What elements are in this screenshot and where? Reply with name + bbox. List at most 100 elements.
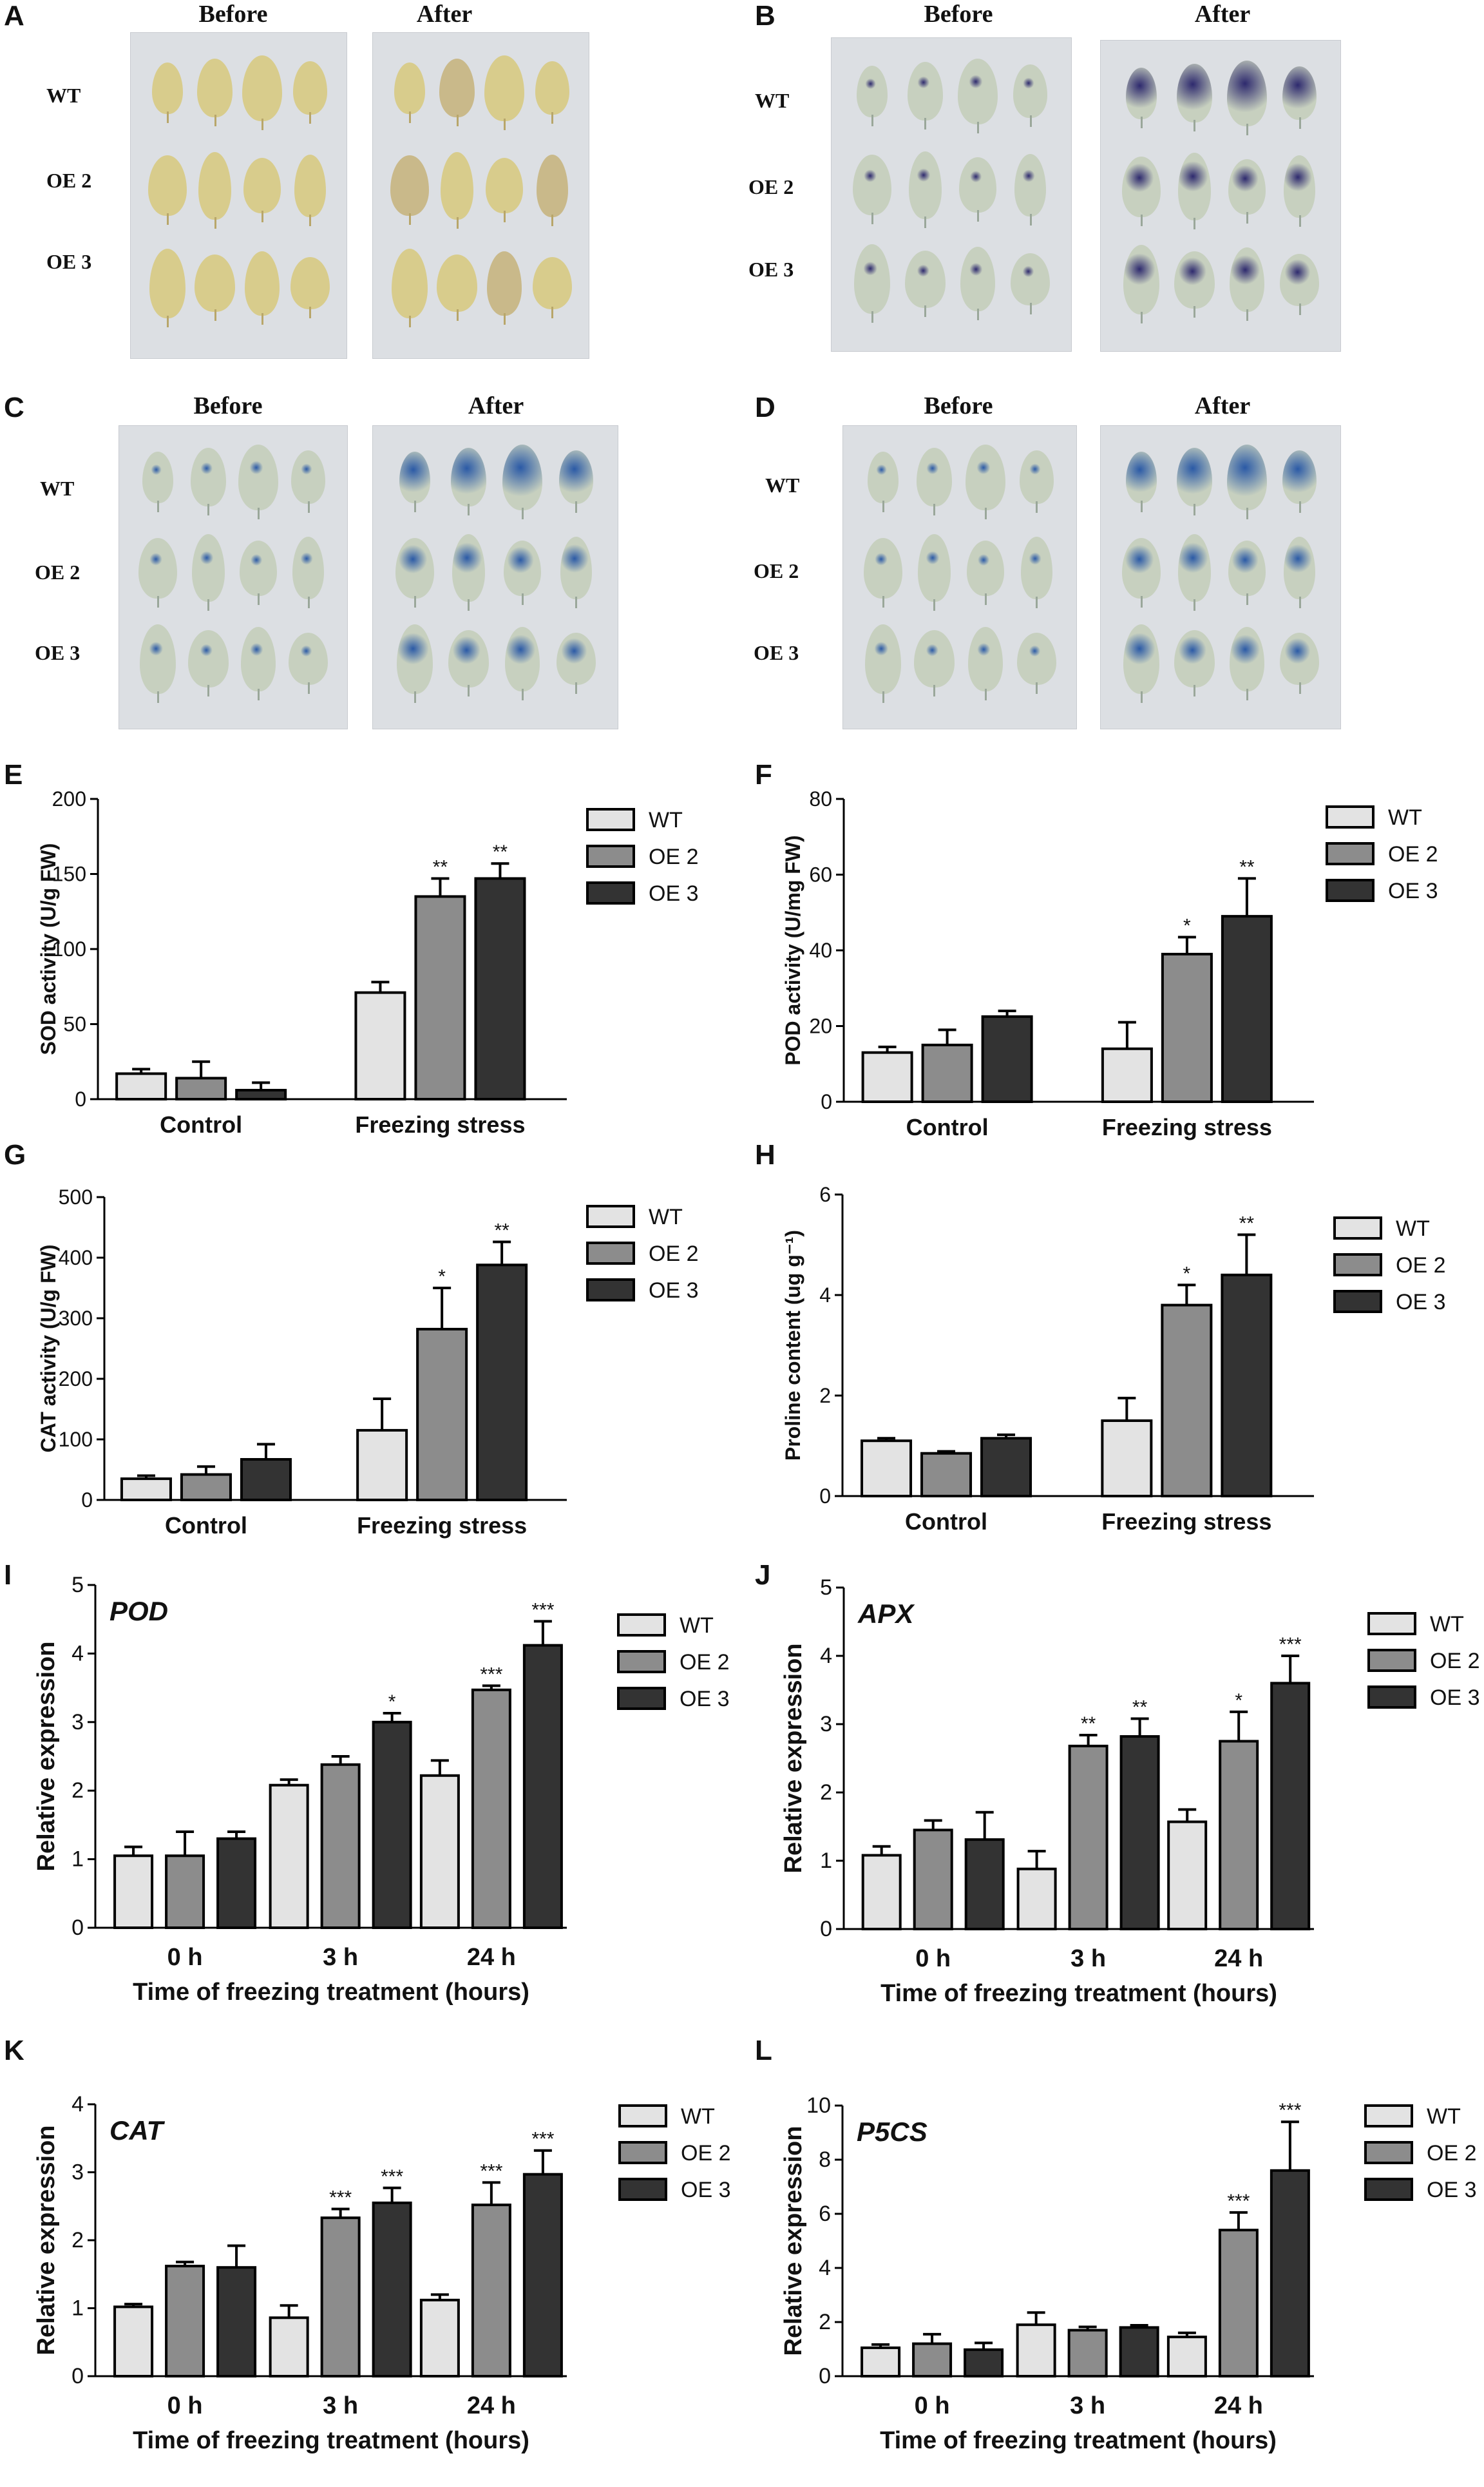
- panel-a-before-photo: [130, 32, 347, 359]
- significance-marker: **: [1132, 1697, 1148, 1718]
- bar-wt-3-h: [269, 2316, 309, 2377]
- x-category-label: 0 h: [167, 2392, 203, 2419]
- leaf: [504, 626, 540, 691]
- bar-oe2-3-h: [1068, 1744, 1108, 1930]
- leaf-stem: [1029, 115, 1032, 128]
- y-tick-label: 200: [52, 787, 86, 811]
- panel-label-k: K: [4, 2035, 24, 2066]
- y-tick-label: 0: [819, 2364, 831, 2388]
- leaf-stem: [1246, 593, 1248, 605]
- leaf-stem: [414, 691, 416, 703]
- y-tick-label: 2: [819, 1384, 831, 1407]
- bar-wt-freezing-stress: [1101, 1047, 1153, 1103]
- leaf: [916, 448, 952, 507]
- legend-swatch: [1326, 842, 1375, 865]
- y-tick-label: 6: [819, 1183, 831, 1206]
- leaf: [292, 61, 327, 115]
- legend-label: OE 3: [1396, 1290, 1445, 1314]
- bar-wt-control: [120, 1477, 172, 1502]
- leaf-stem: [871, 213, 874, 225]
- leaf-stem: [1246, 309, 1248, 322]
- x-category-label: 24 h: [1214, 1945, 1263, 1972]
- leaf: [1284, 537, 1316, 600]
- y-tick-label: 2: [71, 1778, 84, 1803]
- legend-swatch: [618, 2104, 667, 2127]
- significance-marker: ***: [329, 2187, 352, 2208]
- x-category-label: Control: [906, 1114, 989, 1140]
- leaf: [957, 58, 998, 124]
- leaf: [198, 151, 232, 220]
- y-axis-title: Relative expression: [33, 2126, 60, 2356]
- leaf: [917, 534, 951, 602]
- leaf-stem: [871, 114, 874, 126]
- leaf: [1282, 66, 1317, 120]
- leaf-stem: [1194, 504, 1196, 516]
- leaf-stem: [551, 112, 554, 124]
- leaf-stem: [1141, 595, 1143, 608]
- leaf-stem: [521, 688, 524, 700]
- leaf: [197, 59, 233, 118]
- panel-d-before-title: Before: [924, 392, 993, 419]
- y-tick-label: 2: [71, 2228, 84, 2252]
- leaf-stem: [984, 507, 987, 519]
- bar-oe3-0-h: [964, 2348, 1004, 2377]
- leaf: [142, 451, 174, 503]
- panel-b-row-oe3: OE 3: [748, 258, 794, 281]
- bar-oe2-freezing-stress: [1161, 952, 1213, 1103]
- leaf: [448, 630, 489, 688]
- bar-oe3-3-h: [1119, 2326, 1159, 2377]
- leaf-stem: [257, 593, 260, 605]
- y-tick-label: 60: [809, 863, 832, 887]
- leaf: [854, 244, 891, 314]
- leaf: [391, 248, 428, 318]
- gene-name-label: P5CS: [857, 2117, 928, 2147]
- leaf: [1174, 251, 1215, 309]
- y-tick-label: 40: [809, 939, 832, 962]
- leaf-stem: [1141, 214, 1143, 226]
- bar-oe2-24-h: [1219, 1740, 1259, 1930]
- bar-oe2-control: [180, 1473, 232, 1501]
- bar-oe2-control: [175, 1077, 227, 1101]
- panel-a-after-photo: [372, 32, 589, 359]
- leaf: [1174, 630, 1215, 688]
- leaf: [149, 248, 186, 318]
- chart-k-cat-expression: 0 1 2 3 4 Relative expression CAT 0 h *** *** 3 h *…: [33, 2092, 730, 2454]
- leaf-stem: [262, 211, 264, 223]
- y-axis-title: Proline content (ug g⁻¹): [781, 1230, 804, 1461]
- panel-d-row-oe3: OE 3: [754, 641, 799, 664]
- bar-oe3-24-h: [1270, 2169, 1310, 2378]
- legend-label: WT: [1430, 1612, 1464, 1637]
- leaf-stem: [1036, 597, 1038, 609]
- leaf-stem: [468, 504, 470, 516]
- leaf: [1126, 67, 1157, 119]
- leaf: [240, 626, 276, 691]
- leaf-stem: [262, 312, 264, 325]
- bar-oe3-control: [240, 1458, 292, 1501]
- panel-a-before-title: Before: [198, 1, 268, 28]
- y-tick-label: 1: [71, 2296, 84, 2321]
- bar-wt-24-h: [1166, 2336, 1207, 2378]
- bar-oe2-24-h: [471, 2204, 511, 2377]
- bar-oe2-3-h: [320, 2216, 361, 2377]
- x-category-label: Control: [905, 1508, 987, 1535]
- legend-swatch: [1326, 805, 1375, 829]
- x-category-label: Freezing stress: [355, 1111, 525, 1138]
- panel-c-row-oe3: OE 3: [35, 641, 81, 664]
- leaf-stem: [924, 118, 927, 130]
- y-tick-label: 4: [820, 1644, 832, 1668]
- leaf-stem: [1298, 215, 1301, 227]
- leaf: [395, 537, 434, 599]
- panel-b-before-title: Before: [924, 1, 993, 28]
- leaf: [191, 534, 225, 602]
- leaf-stem: [166, 315, 169, 327]
- y-tick-label: 0: [75, 1088, 86, 1111]
- leaf: [242, 55, 283, 121]
- leaf-stem: [984, 593, 987, 605]
- leaf-stem: [976, 309, 979, 321]
- bar-oe2-0-h: [165, 1854, 205, 1929]
- leaf: [1228, 540, 1266, 596]
- panel-c-before-title: Before: [193, 392, 263, 419]
- panel-label-i: I: [4, 1559, 12, 1591]
- legend-swatch: [618, 2178, 667, 2201]
